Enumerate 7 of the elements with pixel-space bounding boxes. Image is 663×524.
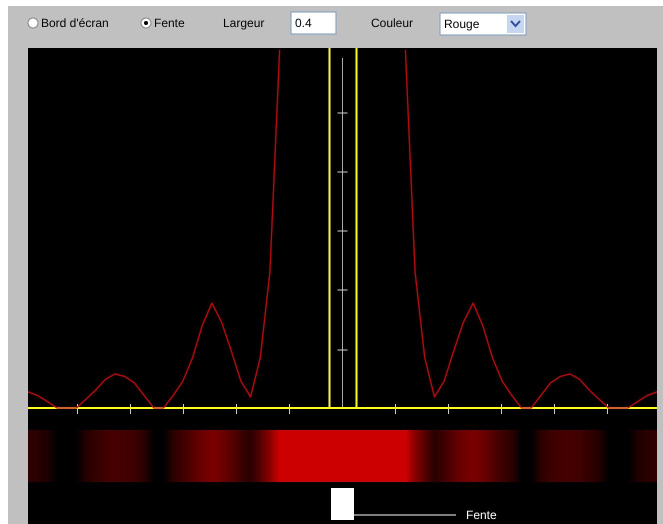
text: Largeur bbox=[223, 16, 264, 30]
text: Rouge bbox=[444, 17, 480, 31]
text: Bord d'écran bbox=[41, 16, 109, 30]
text: Fente bbox=[154, 16, 186, 30]
text: 0.4 bbox=[295, 16, 312, 30]
text: Fente bbox=[466, 508, 498, 522]
text: Couleur bbox=[371, 16, 414, 30]
